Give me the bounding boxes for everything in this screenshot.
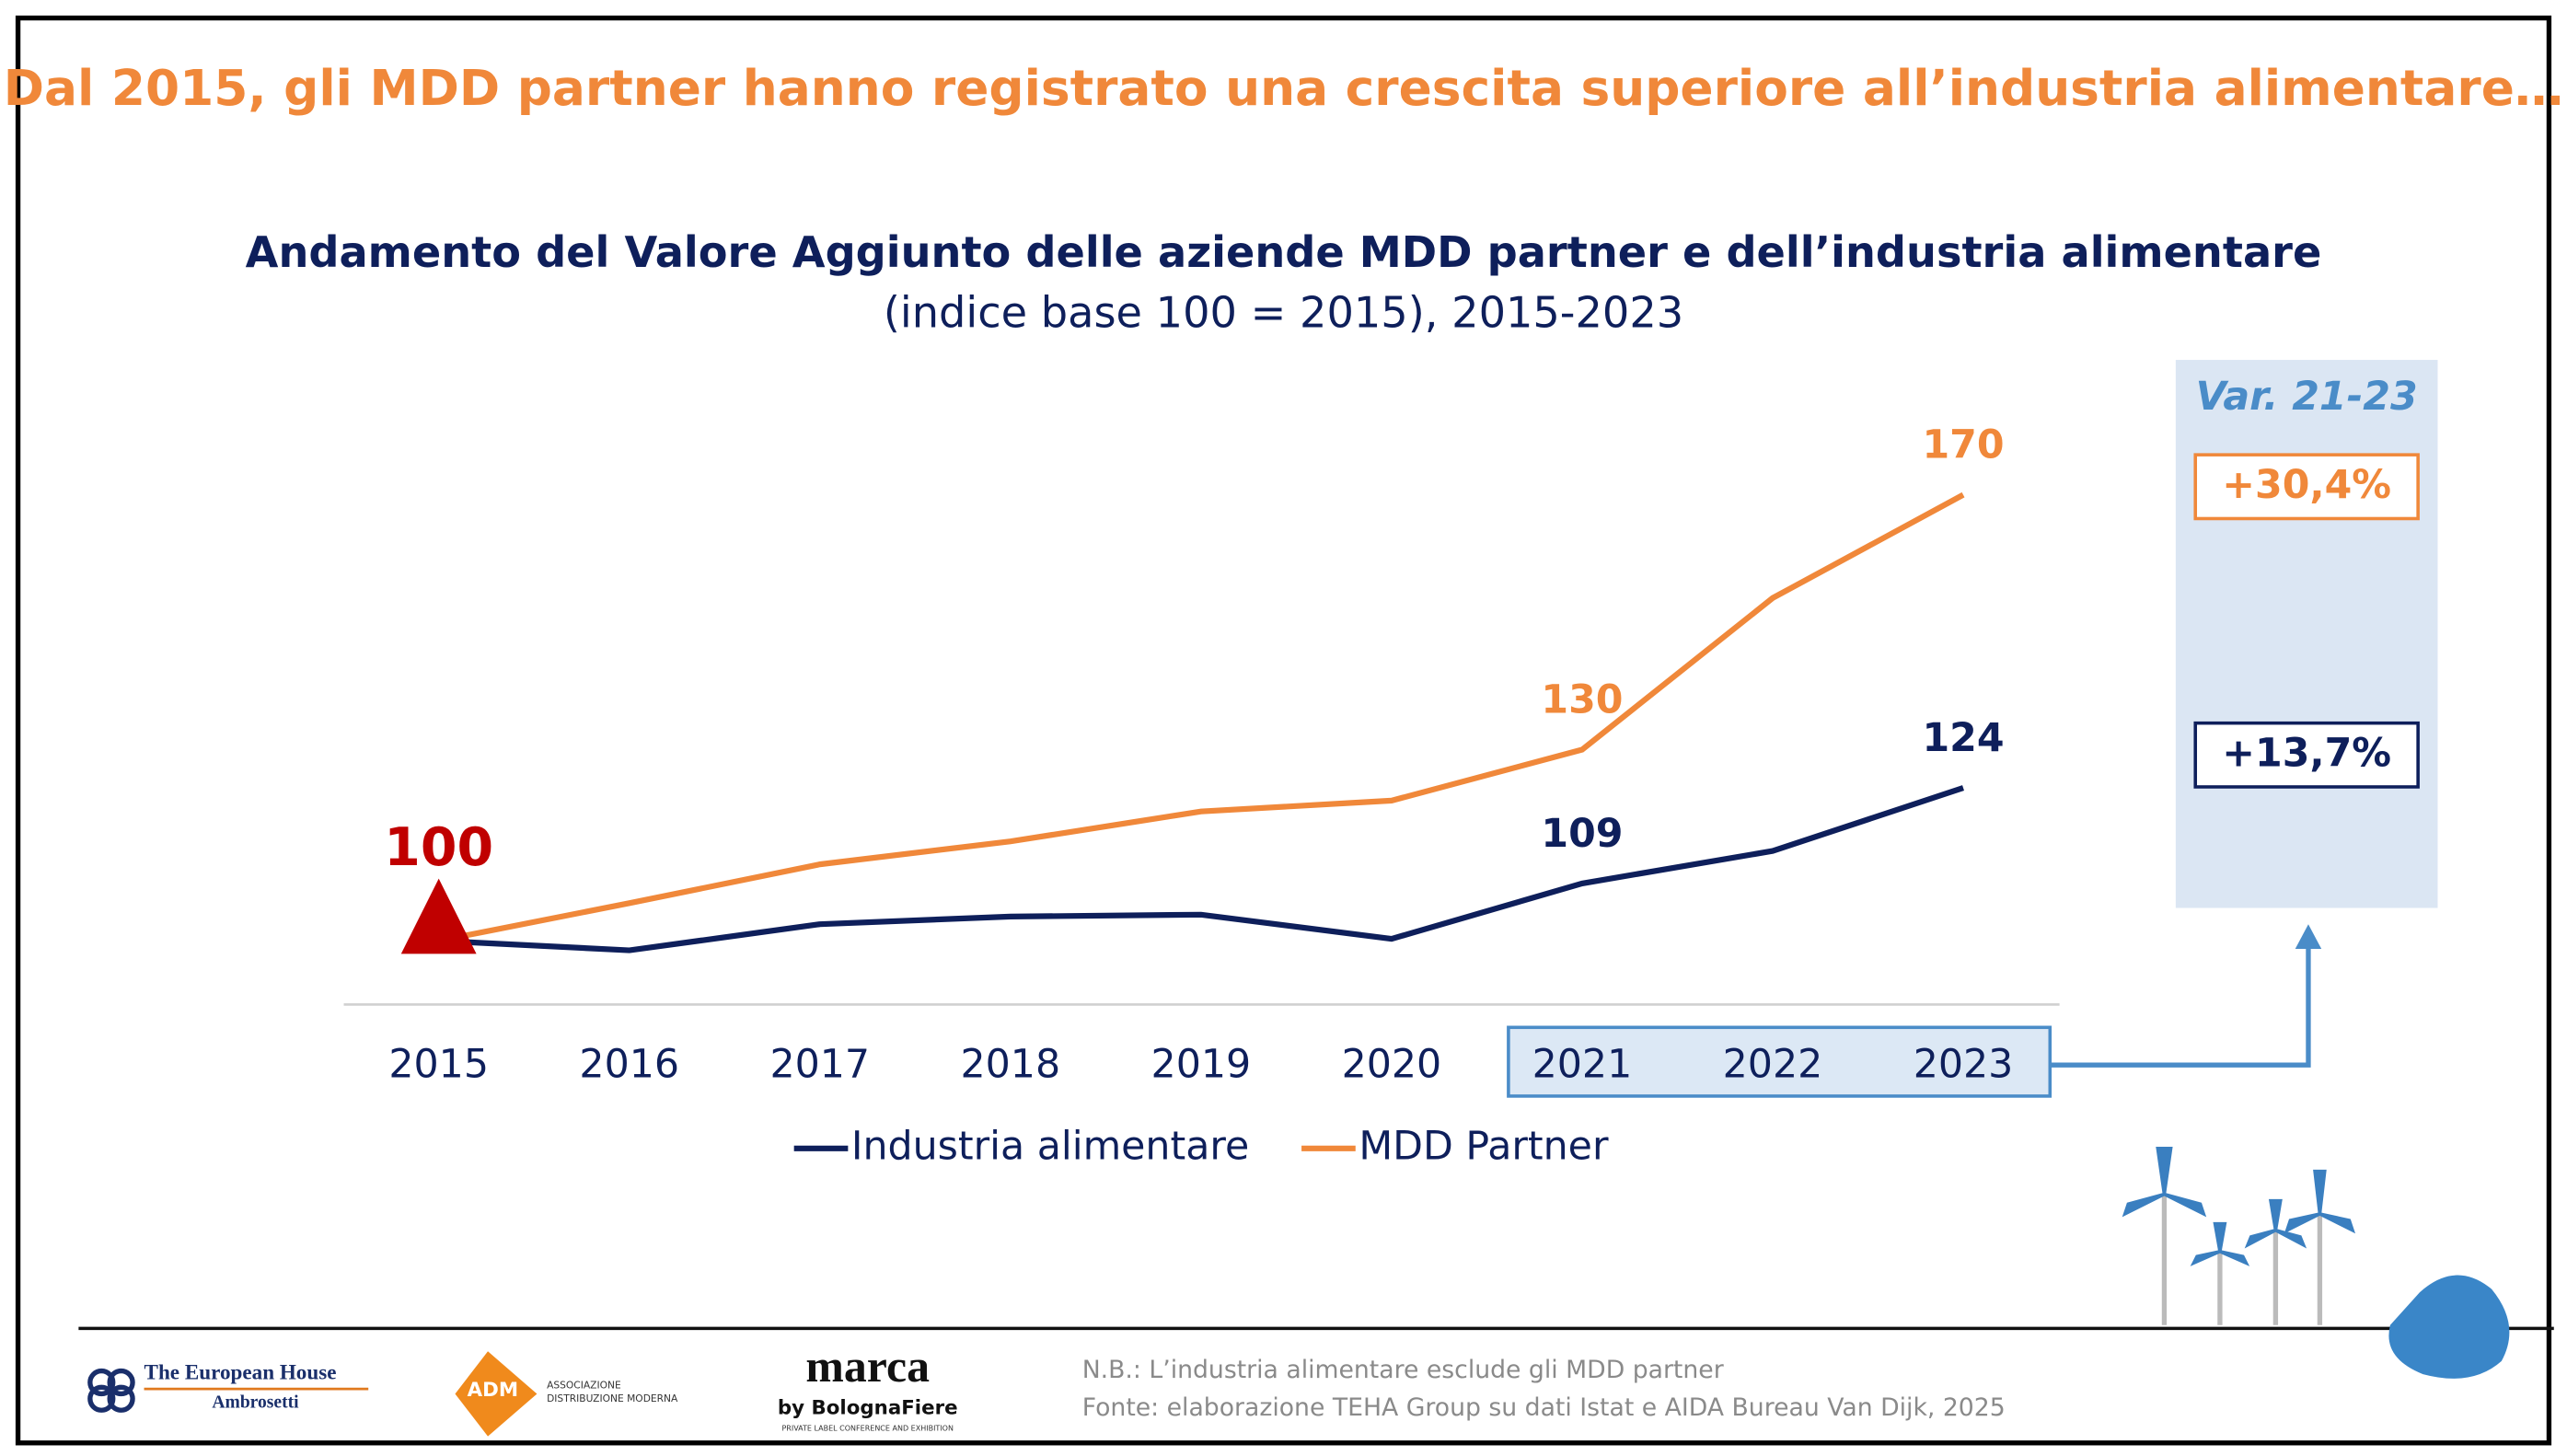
variation-label: +13,7% <box>2222 731 2391 777</box>
x-tick-label: 2016 <box>579 1041 679 1087</box>
x-tick-label: 2015 <box>388 1041 489 1087</box>
data-label: 170 <box>1922 422 2004 468</box>
teha-logo: The European House Ambrosetti <box>87 1359 369 1413</box>
logo-text: Ambrosetti <box>212 1393 299 1413</box>
footnote: N.B.: L’industria alimentare esclude gli… <box>1082 1356 1724 1384</box>
legend-label: Industria alimentare <box>851 1123 1249 1169</box>
x-tick-label: 2023 <box>1914 1041 2014 1087</box>
variation-panel <box>2175 360 2438 908</box>
x-tick-label: 2019 <box>1151 1041 1252 1087</box>
legend-label: MDD Partner <box>1359 1123 1609 1169</box>
series-line <box>438 785 1964 953</box>
series-line <box>438 491 1965 944</box>
slide-title: Dal 2015, gli MDD partner hanno registra… <box>4 59 2564 117</box>
logo-text: PRIVATE LABEL CONFERENCE AND EXHIBITION <box>781 1424 954 1432</box>
x-tick-label: 2022 <box>1723 1041 1823 1087</box>
variation-label: +30,4% <box>2222 462 2391 508</box>
x-tick-label: 2018 <box>961 1041 1061 1087</box>
x-tick-label: 2020 <box>1342 1041 1442 1087</box>
start-label: 100 <box>384 817 493 878</box>
highlight-box <box>1507 1025 2052 1098</box>
chart-title: Andamento del Valore Aggiunto delle azie… <box>246 227 2322 277</box>
variation-box <box>2193 721 2420 789</box>
data-label: 109 <box>1541 811 1623 857</box>
logo-text: marca <box>805 1341 930 1392</box>
data-label: 124 <box>1922 715 2004 761</box>
arrow-line <box>2050 945 2311 1068</box>
logo-text: ADM <box>468 1379 518 1402</box>
start-marker <box>400 878 477 954</box>
variation-box <box>2193 453 2420 521</box>
source: Fonte: elaborazione TEHA Group su dati I… <box>1082 1393 2006 1422</box>
windmills <box>2122 1147 2356 1325</box>
logo-text: The European House <box>145 1359 337 1383</box>
logo-text: by BolognaFiere <box>778 1396 958 1419</box>
x-tick-label: 2017 <box>769 1041 870 1087</box>
variation-title: Var. 21-23 <box>2196 374 2418 420</box>
adm-logo: ADM ASSOCIAZIONE DISTRIBUZIONE MODERNA <box>455 1351 678 1437</box>
blob <box>2388 1275 2510 1379</box>
logo-text: DISTRIBUZIONE MODERNA <box>547 1392 678 1404</box>
logo-text: ASSOCIAZIONE <box>547 1380 621 1392</box>
data-label: 130 <box>1541 676 1623 722</box>
marca-logo: marca by BolognaFiere PRIVATE LABEL CONF… <box>778 1341 958 1432</box>
arrow-head <box>2295 924 2322 949</box>
x-tick-label: 2021 <box>1532 1041 1633 1087</box>
chart-subtitle: (indice base 100 = 2015), 2015-2023 <box>884 288 1683 338</box>
